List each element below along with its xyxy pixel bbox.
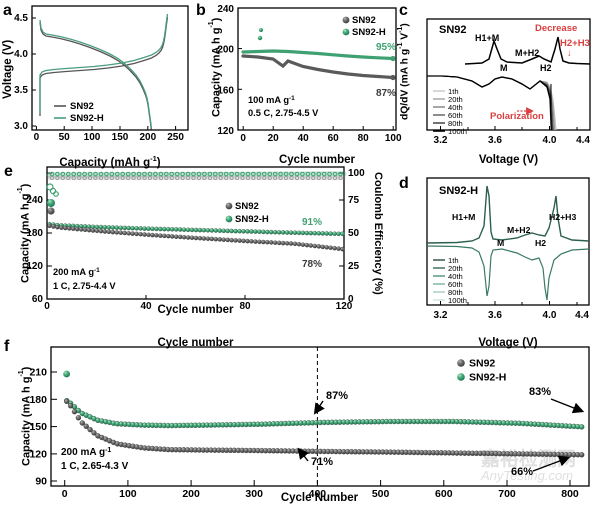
- svg-text:SN92: SN92: [352, 15, 376, 26]
- svg-text:60: 60: [328, 133, 340, 144]
- svg-text:71%: 71%: [311, 456, 333, 468]
- svg-text:SN92: SN92: [439, 24, 467, 36]
- svg-text:200: 200: [139, 132, 156, 143]
- svg-text:H2+H3: H2+H3: [549, 212, 576, 222]
- svg-text:100: 100: [385, 133, 402, 144]
- svg-text:4.5: 4.5: [14, 13, 28, 24]
- svg-text:100: 100: [348, 168, 365, 179]
- svg-text:SN92-H: SN92-H: [352, 27, 386, 38]
- svg-text:25: 25: [348, 261, 360, 272]
- svg-text:100th: 100th: [448, 127, 467, 136]
- svg-text:120: 120: [217, 126, 234, 137]
- svg-text:SN92: SN92: [469, 358, 495, 370]
- svg-text:M+H2: M+H2: [515, 48, 539, 58]
- svg-text:↓: ↓: [567, 48, 572, 59]
- svg-text:H1+M: H1+M: [452, 212, 475, 222]
- svg-text:SN92-H: SN92-H: [469, 372, 506, 384]
- svg-text:100 mA g-1: 100 mA g-1: [248, 95, 295, 106]
- svg-text:M+H2: M+H2: [507, 225, 531, 235]
- svg-text:0: 0: [34, 132, 40, 143]
- svg-text:3.6: 3.6: [488, 135, 502, 146]
- svg-text:Polarization: Polarization: [490, 111, 544, 122]
- svg-text:91%: 91%: [302, 217, 322, 228]
- svg-text:4.4: 4.4: [576, 135, 590, 146]
- svg-text:SN92-H: SN92-H: [235, 214, 269, 225]
- svg-text:1 C, 2.65-4.3 V: 1 C, 2.65-4.3 V: [61, 461, 129, 472]
- svg-text:SN92: SN92: [70, 101, 94, 112]
- svg-text:M: M: [500, 63, 508, 73]
- svg-text:4.0: 4.0: [543, 310, 557, 321]
- svg-text:50: 50: [348, 228, 360, 239]
- svg-text:100: 100: [84, 132, 101, 143]
- svg-text:66%: 66%: [511, 466, 533, 478]
- svg-text:0: 0: [240, 133, 246, 144]
- svg-text:1 C, 2.75-4.4 V: 1 C, 2.75-4.4 V: [53, 281, 116, 291]
- svg-text:3.2: 3.2: [434, 310, 448, 321]
- svg-text:SN92-H: SN92-H: [439, 185, 478, 197]
- svg-text:H2: H2: [535, 238, 546, 248]
- svg-text:50: 50: [59, 132, 71, 143]
- svg-text:0.5 C, 2.75-4.5 V: 0.5 C, 2.75-4.5 V: [248, 108, 319, 118]
- svg-text:95%: 95%: [376, 42, 396, 53]
- svg-text:40: 40: [298, 133, 310, 144]
- svg-text:3.6: 3.6: [488, 310, 502, 321]
- svg-text:H2: H2: [540, 63, 552, 73]
- svg-text:4.0: 4.0: [14, 49, 28, 60]
- svg-text:87%: 87%: [326, 390, 348, 402]
- svg-text:4.0: 4.0: [543, 135, 557, 146]
- svg-text:100th: 100th: [448, 296, 467, 305]
- svg-text:60: 60: [32, 294, 44, 305]
- svg-text:20: 20: [268, 133, 280, 144]
- svg-text:90: 90: [35, 476, 47, 488]
- svg-text:75: 75: [348, 195, 360, 206]
- svg-text:87%: 87%: [376, 88, 396, 99]
- svg-text:4.4: 4.4: [575, 310, 589, 321]
- svg-text:200 mA g-1: 200 mA g-1: [61, 447, 111, 458]
- svg-text:78%: 78%: [302, 259, 322, 270]
- svg-text:250: 250: [167, 132, 184, 143]
- svg-text:80: 80: [358, 133, 370, 144]
- svg-text:SN92-H: SN92-H: [70, 113, 104, 124]
- svg-text:200 mA g-1: 200 mA g-1: [53, 267, 100, 277]
- svg-text:83%: 83%: [529, 386, 551, 398]
- svg-text:3.2: 3.2: [434, 135, 448, 146]
- svg-text:3.0: 3.0: [14, 121, 28, 132]
- svg-text:M: M: [497, 238, 504, 248]
- svg-text:H2+H3: H2+H3: [560, 38, 590, 49]
- svg-text:3.5: 3.5: [14, 85, 28, 96]
- svg-text:SN92: SN92: [235, 201, 259, 212]
- svg-text:150: 150: [112, 132, 129, 143]
- svg-text:H1+M: H1+M: [475, 33, 499, 43]
- svg-text:Decrease: Decrease: [535, 23, 577, 34]
